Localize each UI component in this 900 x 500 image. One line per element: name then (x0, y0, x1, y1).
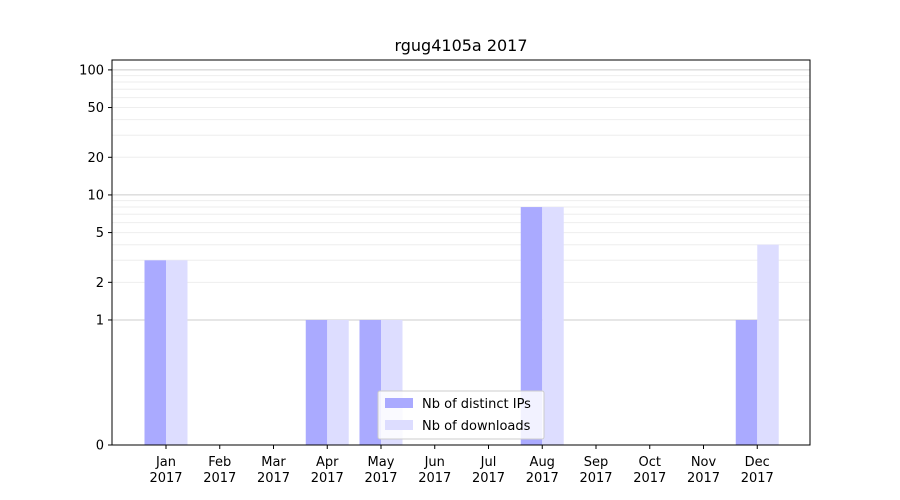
legend-swatch-downloads (385, 420, 413, 430)
legend-label-distinct-ips: Nb of distinct IPs (422, 397, 531, 412)
grid-lines (112, 69, 810, 321)
legend-swatch-distinct-ips (385, 398, 413, 408)
bars (144, 207, 779, 445)
plot-frame (111, 59, 811, 446)
bar-downloads-0 (166, 260, 188, 445)
legend-label-downloads: Nb of downloads (422, 419, 531, 434)
y-tick-label: 50 (87, 101, 104, 116)
x-tick-label: May 2017 (364, 455, 397, 486)
legend: Nb of distinct IPs Nb of downloads (377, 390, 545, 440)
y-tick-label: 1 (96, 313, 104, 328)
x-tick-label: Aug 2017 (526, 455, 559, 486)
x-axis-ticks: Jan 2017 Feb 2017 Mar 2017 Apr 2017 May 2017 Jun 20… (149, 445, 774, 486)
y-tick-label: 0 (96, 439, 104, 454)
x-tick-label: Apr 2017 (311, 455, 344, 486)
x-tick-label: Jul 2017 (472, 455, 505, 486)
bar-distinct-ips-0 (144, 260, 166, 445)
bar-distinct-ips-4 (359, 319, 381, 445)
x-tick-label: Nov 2017 (687, 455, 720, 486)
chart-title: rgug4105a 2017 (394, 36, 527, 55)
x-tick-label: Oct 2017 (633, 455, 666, 486)
bar-downloads-7 (542, 207, 564, 445)
bar-downloads-3 (327, 319, 349, 445)
x-tick-label: Jan 2017 (149, 455, 182, 486)
x-tick-label: Feb 2017 (203, 455, 236, 486)
y-tick-label: 2 (96, 276, 104, 291)
bar-distinct-ips-3 (305, 319, 328, 445)
y-axis-ticks: 0 1 2 5 10 20 50 100 (79, 63, 112, 454)
x-tick-label: Jun 2017 (418, 455, 451, 486)
y-tick-label: 100 (79, 63, 104, 78)
bar-downloads-11 (757, 244, 779, 445)
bar-distinct-ips-7 (520, 207, 543, 445)
x-tick-label: Sep 2017 (579, 455, 612, 486)
y-tick-label: 10 (87, 188, 104, 203)
bar-distinct-ips-11 (735, 319, 758, 445)
y-tick-label: 20 (87, 151, 104, 166)
x-tick-label: Mar 2017 (257, 455, 290, 486)
legend-box (377, 390, 545, 440)
y-tick-label: 5 (96, 226, 104, 241)
x-tick-label: Dec 2017 (741, 455, 774, 486)
